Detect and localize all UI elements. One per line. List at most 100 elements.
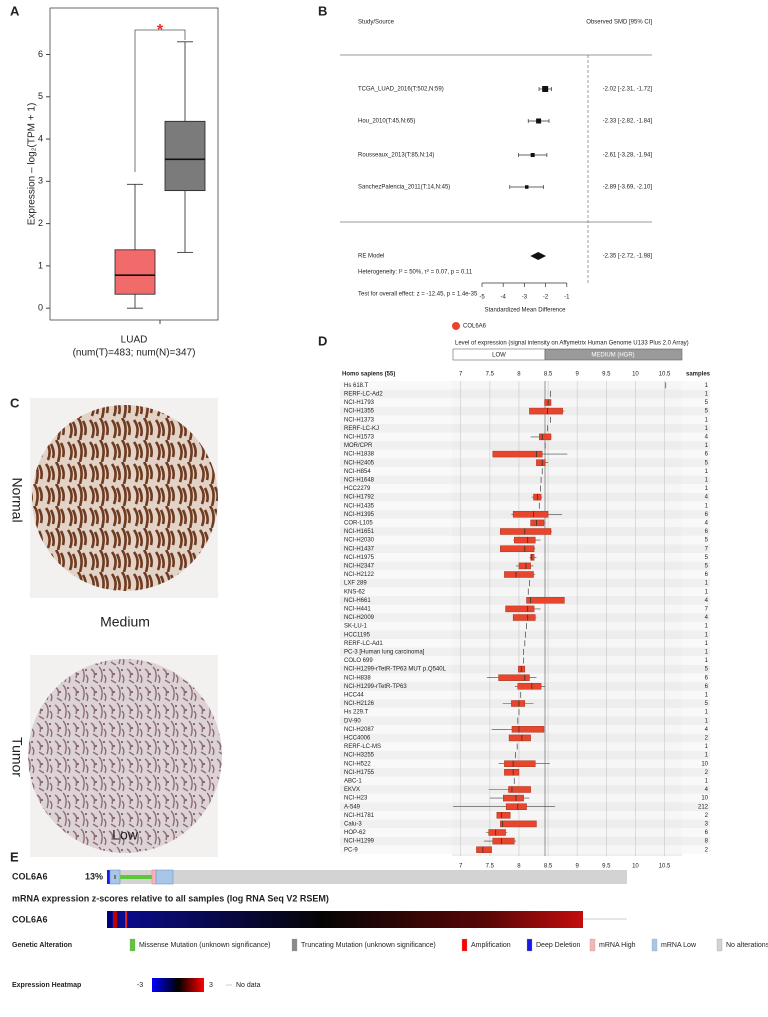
row-stripe [340, 406, 710, 416]
legend-swatch [291, 938, 298, 952]
oncoprint-track [107, 870, 627, 884]
legend-label: mRNA Low [661, 942, 697, 949]
sample-count: 8 [705, 839, 709, 845]
panel-label: E [10, 849, 19, 864]
sample-count: 4 [705, 520, 709, 526]
row-label: NCI-H1838 [344, 452, 375, 458]
sample-count: 6 [705, 529, 709, 535]
legend-swatch [651, 938, 658, 952]
x-tick-label: 10.5 [659, 864, 671, 870]
x-tick-label: 7 [459, 864, 463, 870]
sample-count: 1 [705, 658, 709, 664]
y-tick-label: 0 [38, 303, 43, 313]
alteration [155, 869, 174, 885]
sample-count: 1 [705, 589, 709, 595]
heatmap-cell [107, 911, 112, 928]
legend-label: COL6A6 [463, 324, 487, 330]
legend-swatch [589, 938, 596, 952]
alteration [114, 875, 116, 879]
sample-count: 4 [705, 598, 709, 604]
estimate [542, 86, 549, 92]
sample-count: 1 [705, 710, 709, 716]
tissue-label: Normal [9, 477, 25, 522]
x-tick-label: -2 [543, 295, 549, 301]
study-label: RE Model [358, 254, 384, 260]
sample-count: 1 [705, 632, 709, 638]
box [500, 528, 552, 535]
sample-count: 1 [705, 649, 709, 655]
x-axis-label: Standardized Mean Difference [485, 308, 567, 314]
row-label: NCI-H2009 [344, 615, 375, 621]
sample-count: 1 [705, 477, 709, 483]
sample-count: 7 [705, 606, 709, 612]
box [511, 726, 545, 733]
box [536, 459, 546, 466]
tissue-core [28, 659, 222, 853]
sample-count: 6 [705, 512, 709, 518]
row-stripe [340, 845, 710, 854]
sample-count: 4 [705, 615, 709, 621]
sample-count: 10 [701, 761, 708, 767]
box [114, 249, 156, 295]
gene-label: COL6A6 [12, 914, 48, 924]
row-label: Hs 229.T [344, 710, 369, 716]
legend-label: No alterations [726, 942, 768, 949]
study-label: TCGA_LUAD_2016(T:502,N:59) [358, 87, 444, 93]
sample-count: 1 [705, 426, 709, 432]
level-label: Medium [100, 614, 150, 630]
pooled-estimate [530, 252, 547, 260]
sample-count: 6 [705, 452, 709, 458]
row-stripe [340, 621, 710, 631]
box [517, 683, 542, 690]
heatmap-cell [125, 911, 127, 928]
sample-count: 1 [705, 641, 709, 647]
row-label: NCI-H1793 [344, 400, 375, 406]
estimate [524, 185, 529, 189]
sample-count: 1 [705, 581, 709, 587]
row-stripe [340, 836, 710, 846]
x-tick-label: 7.5 [486, 864, 495, 870]
box [518, 562, 531, 570]
level-label: LOW [492, 353, 506, 359]
box [539, 433, 552, 441]
box [529, 407, 563, 415]
sample-count: 2 [705, 735, 709, 741]
sample-count: 1 [705, 486, 709, 492]
legend-swatch [716, 938, 723, 952]
row-label: NCI-H2122 [344, 572, 375, 578]
significance-bracket [134, 29, 186, 172]
x-tick-label: 9 [576, 864, 580, 870]
alteration [151, 869, 157, 885]
row-label: NCI-H1648 [344, 477, 375, 483]
row-label: NCI-H1373 [344, 417, 375, 423]
heatmap-cell [113, 911, 117, 928]
estimate [530, 153, 535, 157]
row-label: Hs 618.T [344, 383, 369, 389]
row-stripe [340, 596, 710, 605]
y-axis-label: Expression – log₂(TPM + 1) [27, 103, 38, 226]
row-label: ABC-1 [344, 778, 362, 784]
x-category: LUAD [121, 335, 148, 346]
samples-header: samples [686, 372, 711, 378]
x-tick-label: 8 [517, 864, 521, 870]
smd-label: -2.02 [-2.31, -1.72] [603, 87, 653, 93]
box [512, 614, 536, 621]
sample-count: 6 [705, 572, 709, 578]
panel-label: B [318, 3, 327, 18]
row-label: NCI-H2087 [344, 727, 375, 733]
sample-count: 2 [705, 813, 709, 819]
sample-count: 5 [705, 409, 709, 415]
x-tick-label: 9 [576, 372, 580, 378]
row-label: HOP-62 [344, 830, 366, 836]
sample-count: 5 [705, 460, 709, 466]
row-label: NCI-H1755 [344, 770, 375, 776]
row-label: NCI-H1573 [344, 434, 375, 440]
sample-count: 1 [705, 503, 709, 509]
subtitle: Level of expression (signal intensity on… [455, 341, 689, 347]
y-tick-label: 2 [38, 218, 43, 228]
heatmap-title: mRNA expression z-scores relative to all… [12, 893, 329, 903]
sample-count: 10 [701, 796, 708, 802]
x-tick-label: -4 [501, 295, 507, 301]
legend-label: Deep Deletion [536, 942, 580, 949]
